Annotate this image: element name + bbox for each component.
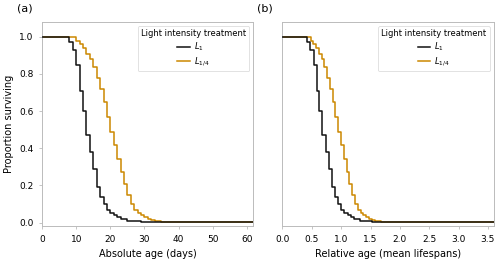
- Text: (a): (a): [17, 4, 32, 14]
- X-axis label: Absolute age (days): Absolute age (days): [99, 249, 196, 259]
- Text: (b): (b): [257, 4, 273, 14]
- Legend: $L_1$, $L_{1/4}$: $L_1$, $L_{1/4}$: [378, 26, 490, 71]
- Y-axis label: Proportion surviving: Proportion surviving: [4, 75, 14, 173]
- Legend: $L_1$, $L_{1/4}$: $L_1$, $L_{1/4}$: [138, 26, 250, 71]
- X-axis label: Relative age (mean lifespans): Relative age (mean lifespans): [315, 249, 461, 259]
